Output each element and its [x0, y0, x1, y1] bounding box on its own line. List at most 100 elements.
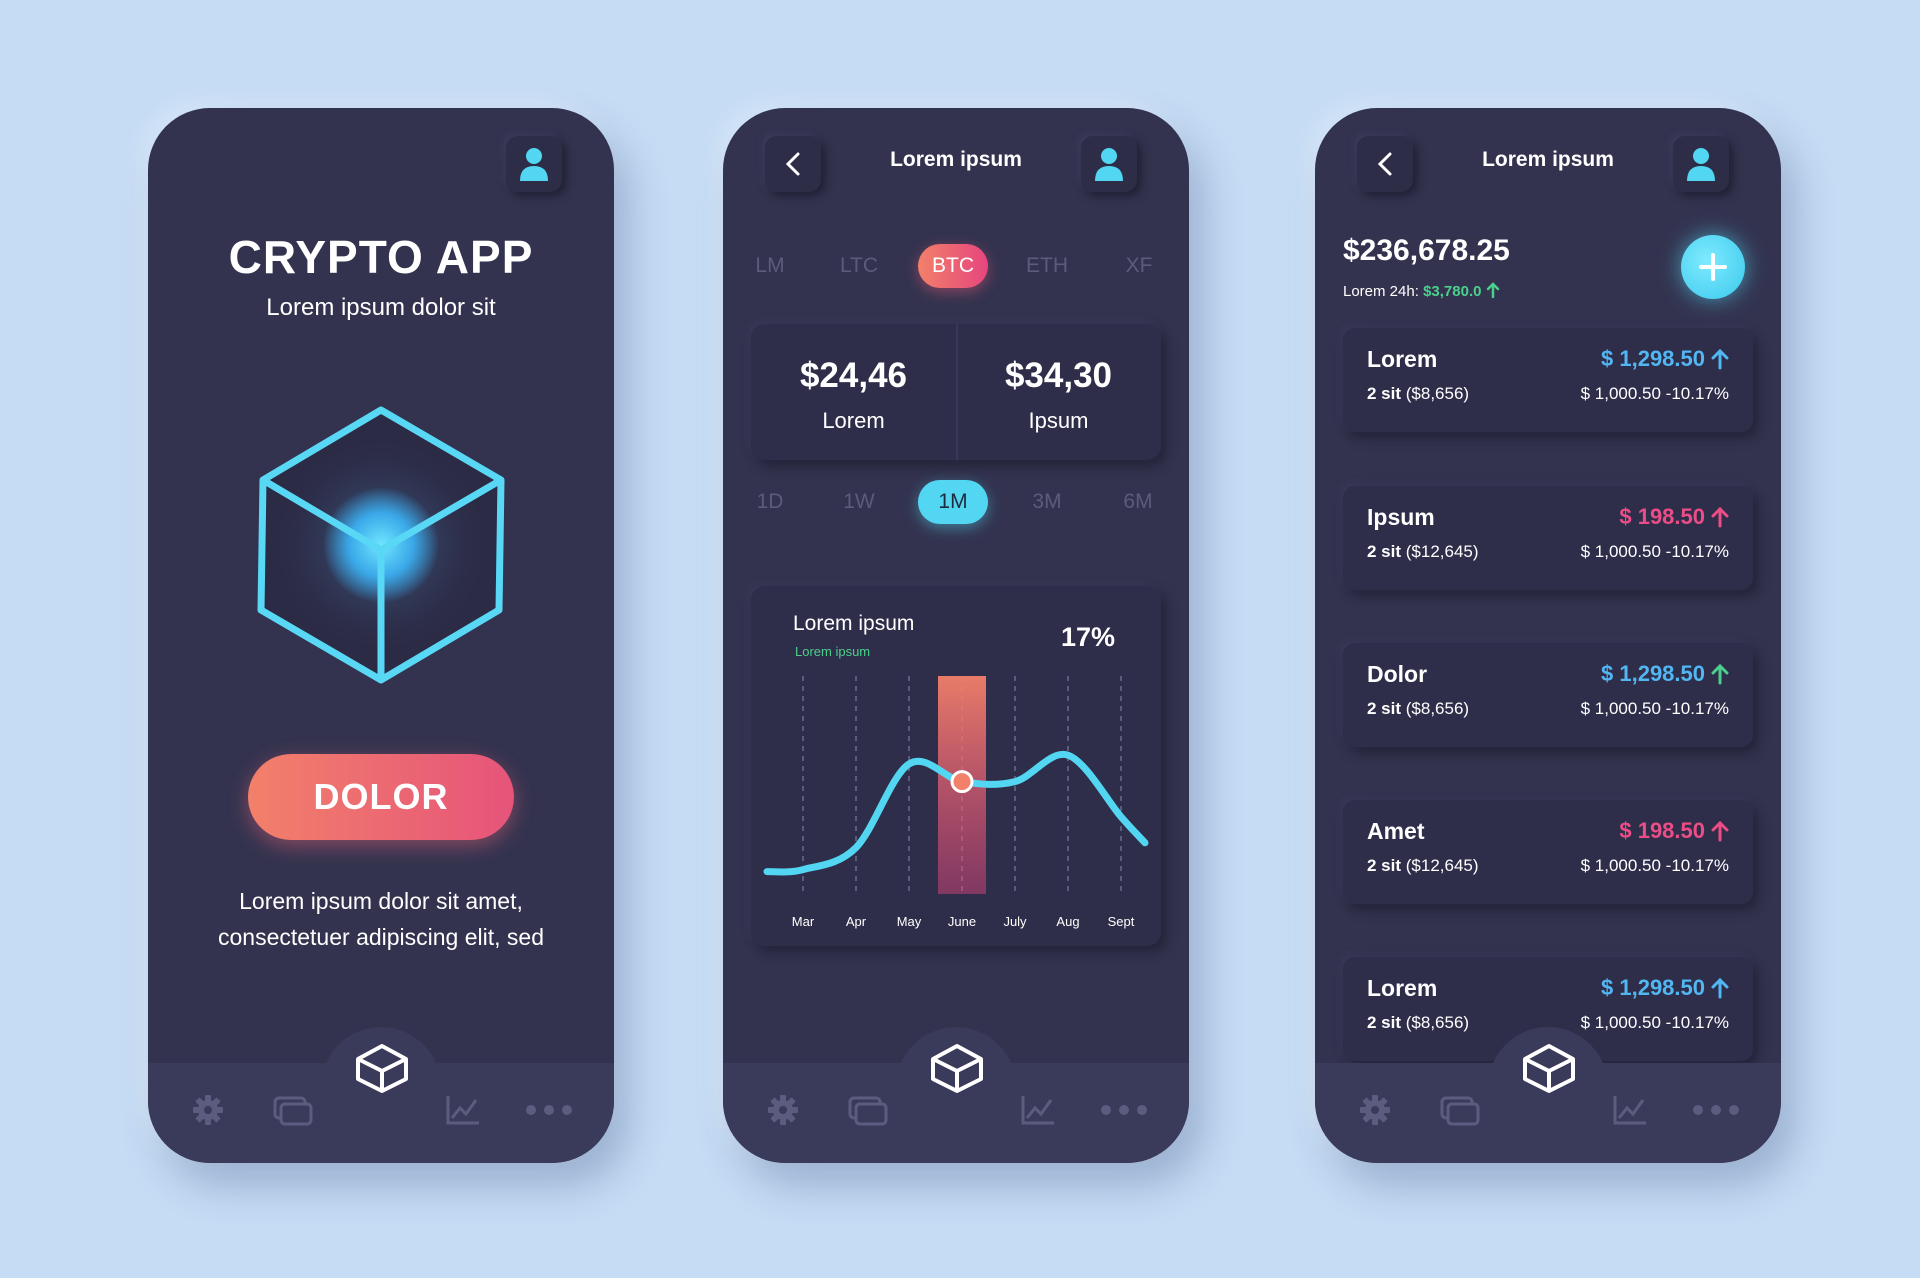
nav-cards[interactable]: [268, 1085, 318, 1135]
change-value: $3,780.0: [1423, 283, 1482, 300]
change-label: Lorem 24h:: [1343, 283, 1419, 300]
x-tick-label: May: [897, 914, 922, 929]
nav-chart[interactable]: [438, 1085, 488, 1135]
asset-quantity: 2 sit ($12,645): [1367, 542, 1479, 562]
total-balance: $236,678.25: [1343, 234, 1510, 267]
nav-chart[interactable]: [1605, 1085, 1655, 1135]
nav-more[interactable]: [524, 1085, 574, 1135]
asset-price: $ 198.50: [1619, 818, 1729, 844]
price-line-chart[interactable]: Mar Apr May June July Aug Sept: [751, 676, 1161, 936]
nav-home[interactable]: [351, 1037, 413, 1099]
nav-home[interactable]: [1518, 1037, 1580, 1099]
x-tick-label: July: [1003, 914, 1027, 929]
asset-quantity: 2 sit ($8,656): [1367, 1013, 1469, 1033]
asset-qty-bold: 2 sit: [1367, 542, 1402, 561]
asset-name: Lorem: [1367, 346, 1438, 372]
asset-price: $ 198.50: [1619, 504, 1729, 530]
asset-qty-rest: ($8,656): [1401, 1013, 1470, 1032]
asset-change: $ 1,000.50 -10.17%: [1580, 384, 1729, 403]
asset-name: Amet: [1367, 818, 1425, 844]
profile-button[interactable]: [1081, 136, 1137, 192]
tab-1d[interactable]: 1D: [756, 490, 784, 513]
asset-price: $ 1,298.50: [1601, 346, 1729, 372]
add-button[interactable]: [1681, 235, 1745, 299]
asset-card[interactable]: Lorem 2 sit ($8,656) $ 1,298.50 $ 1,000.50 …: [1343, 328, 1753, 432]
back-button[interactable]: [1357, 136, 1413, 192]
arrow-up-icon: [1711, 820, 1729, 842]
gear-icon: [768, 1095, 798, 1125]
arrow-up-icon: [1711, 663, 1729, 685]
cards-icon: [273, 1096, 313, 1126]
bottom-nav: [723, 1027, 1189, 1163]
chevron-left-icon: [1377, 152, 1392, 176]
nav-chart[interactable]: [1013, 1085, 1063, 1135]
chart-icon: [1613, 1096, 1646, 1125]
nav-more[interactable]: [1099, 1085, 1149, 1135]
asset-qty-rest: ($12,645): [1401, 542, 1479, 561]
nav-cards[interactable]: [843, 1085, 893, 1135]
asset-card[interactable]: Dolor 2 sit ($8,656) $ 1,298.50 $ 1,000.50 …: [1343, 643, 1753, 747]
asset-qty-bold: 2 sit: [1367, 384, 1402, 403]
tab-eth[interactable]: ETH: [1026, 254, 1068, 277]
price-value: $24,46: [799, 356, 908, 395]
bottom-nav: [148, 1027, 614, 1163]
tab-3m[interactable]: 3M: [1032, 490, 1062, 513]
asset-name: Lorem: [1367, 975, 1438, 1001]
cube-icon: [931, 1044, 983, 1093]
cube-icon: [1523, 1044, 1575, 1093]
price-item: $34,30 Ipsum: [956, 324, 1161, 460]
asset-card[interactable]: Lorem 2 sit ($8,656) $ 1,298.50 $ 1,000.50 …: [1343, 957, 1753, 1061]
tab-1w[interactable]: 1W: [843, 490, 875, 513]
arrow-up-icon: [1711, 977, 1729, 999]
nav-settings[interactable]: [758, 1085, 808, 1135]
asset-card[interactable]: Ipsum 2 sit ($12,645) $ 198.50 $ 1,000.50 -…: [1343, 486, 1753, 590]
nav-home[interactable]: [926, 1037, 988, 1099]
tab-xf[interactable]: XF: [1125, 254, 1153, 277]
more-icon: [1101, 1105, 1147, 1115]
arrow-up-icon: [1711, 506, 1729, 528]
tab-ltc[interactable]: LTC: [839, 254, 879, 277]
user-icon: [520, 148, 548, 181]
arrow-up-icon: [1711, 348, 1729, 370]
change-24h: Lorem 24h: $3,780.0: [1343, 282, 1500, 300]
chart-icon: [1021, 1096, 1054, 1125]
asset-quantity: 2 sit ($12,645): [1367, 856, 1479, 876]
tab-lm[interactable]: LM: [755, 254, 785, 277]
gear-icon: [1360, 1095, 1390, 1125]
x-tick-label: Mar: [792, 914, 815, 929]
asset-price-value: $ 1,298.50: [1601, 661, 1705, 686]
cube-logo: [251, 390, 511, 690]
nav-cards[interactable]: [1435, 1085, 1485, 1135]
profile-button[interactable]: [1673, 136, 1729, 192]
asset-qty-rest: ($8,656): [1401, 384, 1470, 403]
asset-price: $ 1,298.50: [1601, 975, 1729, 1001]
asset-qty-bold: 2 sit: [1367, 1013, 1402, 1032]
dolor-button[interactable]: DOLOR: [248, 754, 514, 840]
asset-price-value: $ 1,298.50: [1601, 975, 1705, 1000]
range-tabs: 1D 1W 1M 3M 6M: [723, 480, 1189, 524]
chart-percent: 17%: [1060, 622, 1115, 652]
asset-price-value: $ 198.50: [1619, 504, 1705, 529]
tab-btc[interactable]: BTC: [918, 244, 988, 288]
bottom-nav: [1315, 1027, 1781, 1163]
asset-price-value: $ 1,298.50: [1601, 346, 1705, 371]
chart-icon: [446, 1096, 479, 1125]
nav-settings[interactable]: [1350, 1085, 1400, 1135]
x-tick-label: Apr: [846, 914, 867, 929]
header-title: Lorem ipsum: [1482, 148, 1614, 171]
more-icon: [1693, 1105, 1739, 1115]
asset-card[interactable]: Amet 2 sit ($12,645) $ 198.50 $ 1,000.50 -1…: [1343, 800, 1753, 904]
description-line-2: consectetuer adipiscing elit, sed: [217, 924, 545, 950]
asset-quantity: 2 sit ($8,656): [1367, 384, 1469, 404]
price-summary-card: $24,46 Lorem $34,30 Ipsum: [751, 324, 1161, 460]
asset-change: $ 1,000.50 -10.17%: [1580, 542, 1729, 561]
tab-1m[interactable]: 1M: [918, 480, 988, 524]
profile-button[interactable]: [506, 136, 562, 192]
tab-6m[interactable]: 6M: [1123, 490, 1153, 513]
asset-qty-rest: ($12,645): [1401, 856, 1479, 875]
back-button[interactable]: [765, 136, 821, 192]
arrow-up-icon: [1486, 282, 1499, 299]
user-icon: [1687, 148, 1715, 181]
nav-more[interactable]: [1691, 1085, 1741, 1135]
nav-settings[interactable]: [183, 1085, 233, 1135]
